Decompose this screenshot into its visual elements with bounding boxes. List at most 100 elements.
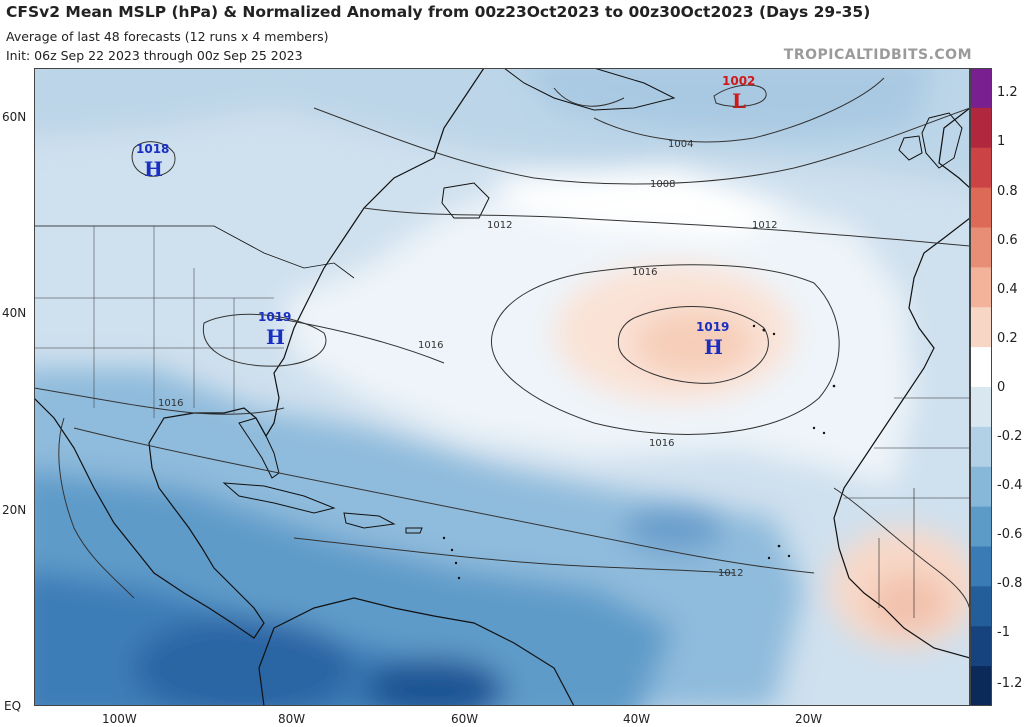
pressure-center-low-greenland: 1002 L: [722, 74, 755, 113]
isobar-label-1004: 1004: [668, 139, 693, 150]
isobar-label-1012-nw: 1012: [487, 220, 512, 231]
colorbar-segment: [970, 387, 992, 428]
pressure-center-letter: H: [704, 335, 723, 359]
colorbar-segment: [970, 466, 992, 508]
isobar-1016-us: [273, 317, 445, 364]
isobar-1016-southeast: [34, 387, 285, 415]
pressure-center-letter: H: [144, 157, 163, 181]
land-europe-africa: [833, 107, 970, 659]
colorbar-label-neg0.4: -0.4: [997, 478, 1023, 493]
land-puerto-rico: [405, 527, 423, 534]
isobar-label-1016-high: 1016: [632, 267, 657, 278]
lat-label-40n: 40N: [2, 306, 27, 320]
colorbar-segment: [970, 267, 992, 308]
colorbar-label-neg0.2: -0.2: [997, 429, 1023, 444]
isobar-1012-tropics: [293, 537, 735, 574]
colorbar-label-0: 0: [997, 380, 1006, 395]
pressure-center-value: 1019: [258, 310, 291, 324]
colorbar-segment: [970, 227, 992, 268]
isobar-1016-high-inner: [617, 306, 769, 384]
colorbar-segment: [970, 107, 992, 149]
pressure-center-high-atlantic: 1019 H: [696, 320, 729, 359]
lon-label-40w: 40W: [623, 712, 651, 726]
isobar-1004: [593, 77, 885, 143]
colorbar-label-neg1.2: -1.2: [997, 676, 1023, 691]
isobar-label-1016-south: 1016: [649, 438, 674, 449]
pressure-center-value: 1019: [696, 320, 729, 334]
colorbar-segment: [970, 506, 992, 548]
pressure-center-value: 1002: [722, 74, 755, 88]
isobar-1012-south: [73, 427, 815, 574]
borders-us-canada: [34, 225, 355, 279]
anomaly-field-west-africa-core: [869, 573, 949, 633]
isobar-1008: [313, 107, 970, 185]
pressure-center-letter: L: [732, 89, 746, 113]
colorbar-segment: [970, 147, 992, 189]
colorbar-segment: [970, 586, 992, 627]
isobar-label-1012-tropics: 1012: [718, 568, 743, 579]
land-newfoundland: [441, 182, 490, 219]
isobar-1012-north: [363, 207, 970, 247]
borders-us-states: [34, 226, 284, 418]
land-hispaniola: [343, 512, 396, 529]
colorbar-segment: [970, 187, 992, 229]
isobar-label-1016-se: 1016: [158, 398, 183, 409]
pressure-center-value: 1018: [136, 142, 169, 156]
lat-label-eq: EQ: [4, 699, 22, 713]
anomaly-field-venezuela-min: [364, 658, 504, 706]
colorbar-segment: [970, 626, 992, 667]
source-credit: TROPICALTIDBITS.COM: [783, 47, 972, 63]
colorbar-label-0.4: 0.4: [997, 282, 1018, 297]
isobar-1000: [553, 87, 625, 107]
isobar-1018-region: [131, 141, 176, 177]
anomaly-field-greenland: [522, 68, 932, 138]
colorbar-label-neg1: -1: [997, 625, 1010, 640]
isobar-1019-us: [202, 313, 327, 367]
isobar-label-1016-us: 1016: [418, 340, 443, 351]
colorbar-frame: [970, 68, 992, 706]
pressure-center-letter: H: [266, 325, 285, 349]
map-subtitle-init: Init: 06z Sep 22 2023 through 00z Sep 25…: [6, 48, 303, 63]
colorbar-label-0.8: 0.8: [997, 184, 1018, 199]
lon-label-60w: 60W: [451, 712, 479, 726]
lon-label-80w: 80W: [278, 712, 306, 726]
land-ireland: [898, 135, 923, 161]
anomaly-field-colombia-min: [134, 618, 354, 706]
lat-label-60n: 60N: [2, 110, 27, 124]
colorbar-label-0.2: 0.2: [997, 331, 1018, 346]
land-south-america: [258, 597, 575, 706]
map-title: CFSv2 Mean MSLP (hPa) & Normalized Anoma…: [6, 3, 871, 21]
isobar-west-mexico: [58, 417, 135, 599]
anomaly-field-azores-core: [634, 311, 754, 375]
mslp-anomaly-map: 1004 1008 1012 1012 1016 1016 1016 1016 …: [34, 68, 970, 706]
pressure-center-high-us: 1019 H: [258, 310, 291, 349]
colorbar-label-0.6: 0.6: [997, 233, 1018, 248]
land-florida: [238, 417, 280, 479]
colorbar-segment: [970, 68, 992, 109]
anomaly-field-nw-atlantic: [494, 168, 794, 238]
land-british-isles: [921, 112, 963, 169]
map-subtitle-average: Average of last 48 forecasts (12 runs x …: [6, 29, 329, 44]
isobar-label-1008: 1008: [650, 179, 675, 190]
colorbar-segment: [970, 307, 992, 348]
colorbar-segment: [970, 666, 992, 706]
borders-africa: [844, 397, 970, 618]
isobars: [34, 77, 970, 614]
map-frame: [34, 68, 970, 706]
isobar-1016-high-ring: [491, 264, 840, 435]
pressure-center-high-canada: 1018 H: [136, 142, 169, 181]
land-north-america: [34, 68, 485, 639]
isobar-low-1002: [713, 84, 767, 107]
colorbar-label-neg0.8: -0.8: [997, 576, 1023, 591]
isobar-labels: 1004 1008 1012 1012 1016 1016 1016 1016 …: [158, 139, 777, 579]
colorbar-label-neg0.6: -0.6: [997, 527, 1023, 542]
colorbar-segment: [970, 347, 992, 388]
lon-label-20w: 20W: [795, 712, 823, 726]
isobar-label-1012-north: 1012: [752, 220, 777, 231]
land-greenland: [503, 68, 676, 111]
colorbar-label-1: 1: [997, 134, 1006, 149]
isobar-1010-africa: [833, 487, 970, 614]
land-cuba: [222, 482, 336, 514]
lat-label-20n: 20N: [2, 503, 27, 517]
anomaly-colorbar: [970, 68, 992, 706]
